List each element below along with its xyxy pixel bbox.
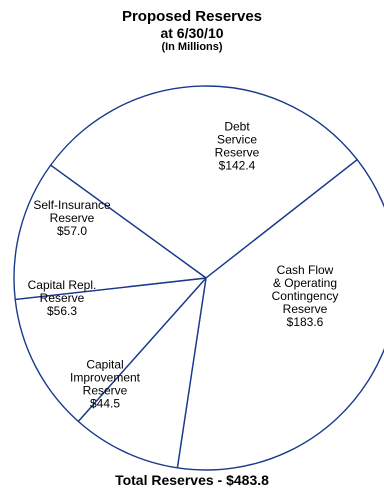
slice-label-line: Reserve xyxy=(283,302,328,316)
slice-label-line: Reserve xyxy=(215,146,260,160)
slice-label-line: Improvement xyxy=(70,371,141,385)
pie-slice-3 xyxy=(77,277,207,469)
slice-label-line: Reserve xyxy=(40,291,85,305)
slice-label-3: Capital Improvement Reserve $44.5 xyxy=(70,358,141,411)
slice-label-line: Capital xyxy=(86,358,123,372)
slice-label-line: & Operating xyxy=(273,276,337,290)
chart-subtitle: at 6/30/10 xyxy=(160,25,224,42)
slice-label-5: Self-Insurance Reserve $57.0 xyxy=(33,198,111,238)
slice-label-line: Service xyxy=(217,133,257,147)
slice-label-line: Contingency xyxy=(272,289,339,303)
slice-label-line: Reserve xyxy=(50,211,95,225)
pie-slice-4 xyxy=(14,277,207,423)
slice-label-1: Debt Service Reserve $142.4 xyxy=(215,120,260,173)
total-reserves: Total Reserves - $483.8 xyxy=(115,472,269,488)
slice-label-4: Capital Repl. Reserve $56.3 xyxy=(28,278,97,318)
slice-label-line: Cash Flow xyxy=(277,263,334,277)
chart-title-block: Proposed Reserves at 6/30/10 (In Million… xyxy=(0,8,384,54)
slice-label-line: $57.0 xyxy=(57,224,87,238)
slice-label-line: $56.3 xyxy=(47,304,77,318)
chart-units: (In Millions) xyxy=(161,41,223,54)
slice-label-line: Capital Repl. xyxy=(28,278,97,292)
slice-label-line: Self-Insurance xyxy=(33,198,111,212)
slice-label-line: $142.4 xyxy=(219,159,256,173)
slice-label-line: Reserve xyxy=(83,384,128,398)
slice-label-line: $44.5 xyxy=(90,397,120,411)
pie-slice-2 xyxy=(176,158,384,471)
slice-label-2: Cash Flow & Operating Contingency Reserve $1… xyxy=(272,263,339,329)
pie-slice-5 xyxy=(13,164,207,301)
slice-label-line: $183.6 xyxy=(287,315,324,329)
chart-title: Proposed Reserves xyxy=(121,8,263,25)
slice-label-line: Debt xyxy=(224,120,250,134)
pie-slice-1 xyxy=(49,85,358,279)
